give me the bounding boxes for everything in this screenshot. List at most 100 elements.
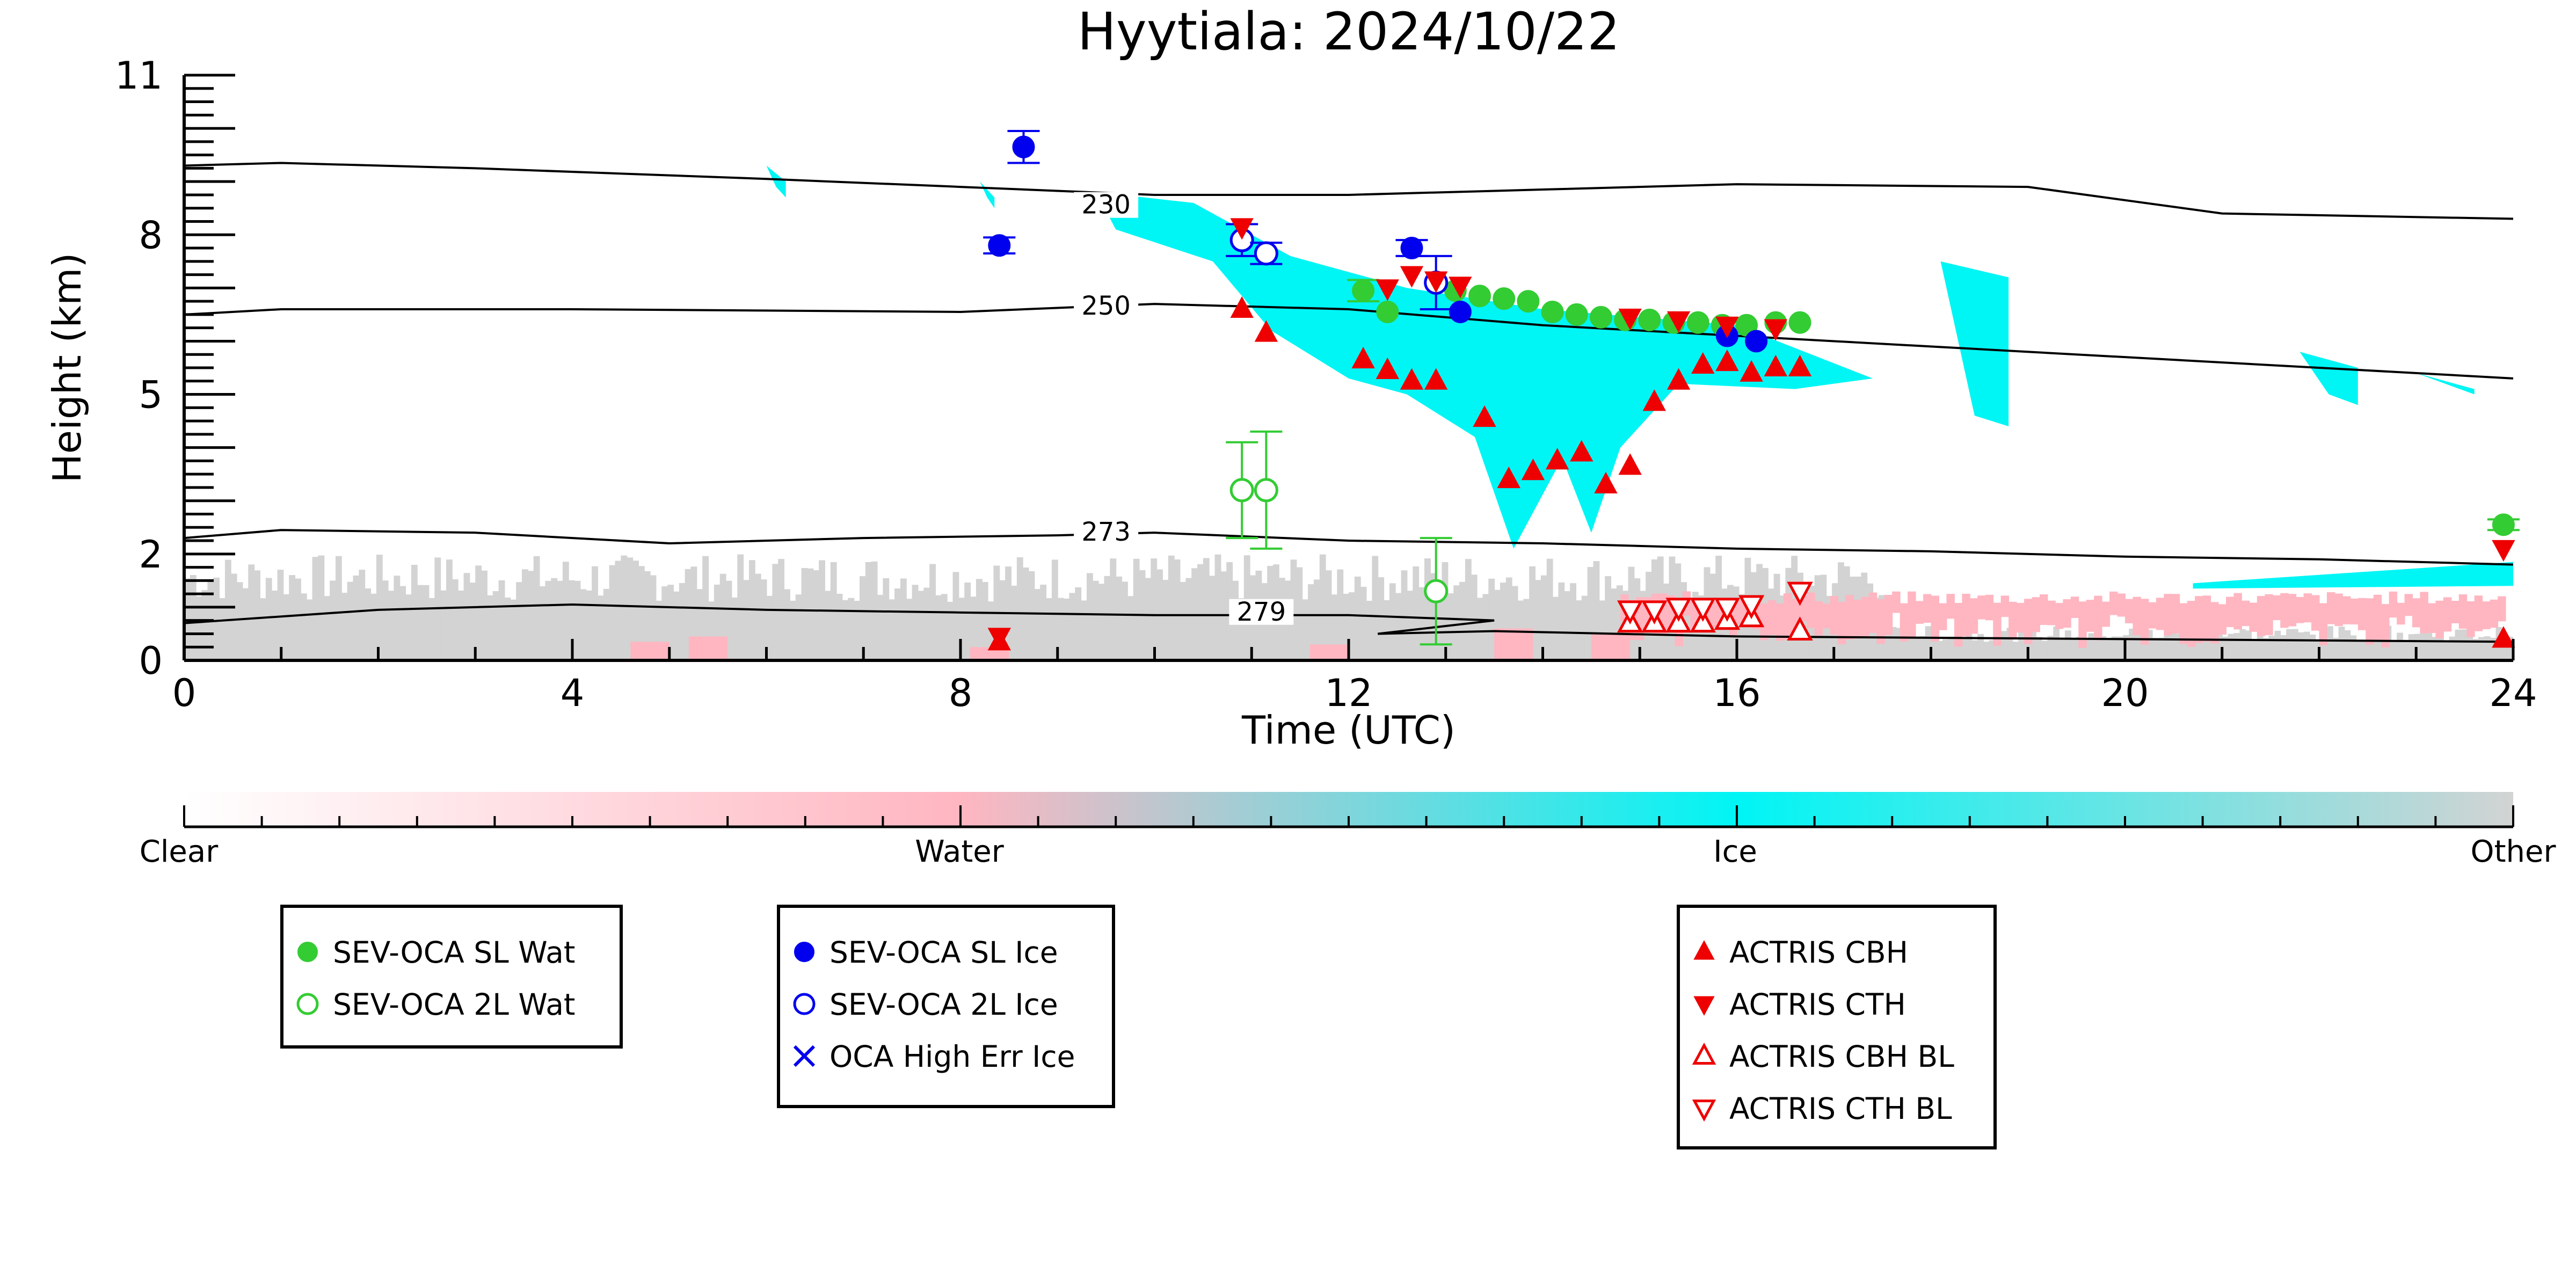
water-class-column (1760, 603, 1769, 641)
other-class-column (2018, 625, 2025, 660)
other-class-column (370, 593, 377, 660)
other-class-column (906, 599, 913, 660)
other-class-column (656, 600, 663, 660)
other-class-column (2507, 636, 2513, 660)
other-class-column (1395, 593, 1402, 660)
cloud-classification-field (184, 165, 2513, 660)
other-class-column (562, 562, 569, 660)
other-class-column (976, 579, 983, 660)
other-class-column (1511, 586, 1518, 660)
other-class-column (725, 580, 732, 660)
other-class-column (1366, 601, 1373, 660)
other-class-column (708, 601, 715, 660)
other-class-column (690, 566, 697, 660)
other-class-column (230, 573, 237, 660)
other-class-column (219, 598, 225, 660)
other-class-column (2455, 629, 2462, 660)
colorbar-ticks (183, 805, 2514, 828)
other-class-column (259, 598, 266, 660)
water-class-column (1737, 600, 1745, 624)
other-class-column (2466, 627, 2473, 660)
ice-class-region (1096, 192, 1873, 549)
actris-cth-point (1618, 308, 1642, 330)
legend-marker-actris-cth-bl (1692, 1100, 1716, 1122)
actris-cbh-point (1254, 320, 1278, 342)
water-class-column (2000, 595, 2010, 617)
isotherm-label-bg (1074, 192, 1139, 218)
other-class-column (557, 580, 563, 660)
other-class-column (760, 579, 767, 660)
other-class-column (1459, 581, 1466, 660)
isotherm-label-273: 273 (1081, 517, 1131, 547)
other-class-column (824, 591, 831, 660)
other-class-column (463, 573, 470, 660)
other-class-column (312, 557, 319, 660)
water-class-column (2412, 598, 2421, 628)
actris-cth-bl-point (1690, 598, 1716, 622)
other-class-column (242, 588, 249, 660)
ice-class-patch (980, 181, 995, 208)
legend-marker-sev-oca-2l-wat (296, 993, 319, 1015)
other-class-column (1925, 626, 1932, 660)
other-class-column (213, 577, 220, 660)
other-class-column (2006, 628, 2013, 660)
legend-marker-oca-high-err-ice-stroke (793, 1045, 816, 1067)
legend-item-sev-oca-2l-wat: SEV-OCA 2L Wat (296, 987, 576, 1022)
other-class-column (970, 596, 977, 660)
water-class-column (1977, 595, 1986, 620)
other-class-column (603, 588, 610, 660)
other-class-column (1611, 588, 1617, 660)
other-class-column (900, 578, 907, 660)
water-class-column (2133, 596, 2141, 636)
ice-class-region (2193, 562, 2513, 589)
actris-cth-point (1764, 319, 1787, 341)
legend-item-sev-oca-2l-ice: SEV-OCA 2L Ice (793, 987, 1058, 1022)
sev-oca-sl-wat-point (1352, 279, 1375, 302)
other-class-column (201, 590, 208, 660)
water-class-column (2187, 601, 2196, 647)
other-class-column (1372, 556, 1379, 660)
actris-cbh-point (1788, 354, 1812, 376)
actris-cth-point (1230, 218, 1254, 240)
legend-label: ACTRIS CTH (1729, 987, 1906, 1022)
other-class-column (1040, 584, 1047, 660)
water-class-column (1868, 592, 1878, 633)
other-class-column (935, 595, 942, 660)
legend-label: OCA High Err Ice (829, 1039, 1075, 1074)
water-class-column (2490, 599, 2499, 628)
legend-box-3: ACTRIS CBH ACTRIS CTH ACTRIS CBH BL ACTRIS … (1677, 905, 1997, 1149)
legend-box-1: SEV-OCA SL Wat SEV-OCA 2L Wat (280, 905, 623, 1049)
sev-oca-sl-wat-point (1376, 300, 1399, 323)
other-class-column (2129, 629, 2136, 660)
other-class-column (1413, 566, 1420, 660)
actris-cbh-point (1497, 466, 1520, 489)
actris-cth-point (1424, 271, 1448, 293)
other-class-column (2105, 639, 2112, 660)
other-class-column (2053, 627, 2060, 660)
water-class-column (2435, 600, 2444, 639)
other-class-column (2484, 636, 2491, 660)
sev-oca-sl-ice-point (1012, 135, 1035, 158)
other-class-column (952, 572, 959, 660)
other-class-column (912, 585, 919, 660)
legend-label: SEV-OCA 2L Wat (333, 987, 576, 1022)
other-class-column (289, 575, 296, 660)
other-class-column (1331, 594, 1338, 660)
water-class-column (2451, 601, 2459, 623)
other-class-column (685, 569, 692, 660)
other-class-column (586, 590, 593, 660)
water-class-column (1892, 591, 1901, 613)
other-class-column (2029, 627, 2036, 660)
other-class-column (2338, 627, 2345, 660)
other-class-column (1558, 582, 1565, 660)
actris-cbh-point (1570, 440, 1593, 462)
other-class-column (1185, 578, 1192, 660)
water-class-patch (630, 642, 670, 660)
y-tick-label: 0 (139, 639, 163, 683)
sev-oca-2l-ice-point (1254, 241, 1278, 266)
other-class-column (1890, 627, 1897, 660)
other-class-column (2478, 637, 2485, 660)
actris-cth-point (1400, 266, 1424, 288)
other-class-column (1384, 600, 1390, 660)
legend-label: ACTRIS CBH (1729, 935, 1908, 970)
